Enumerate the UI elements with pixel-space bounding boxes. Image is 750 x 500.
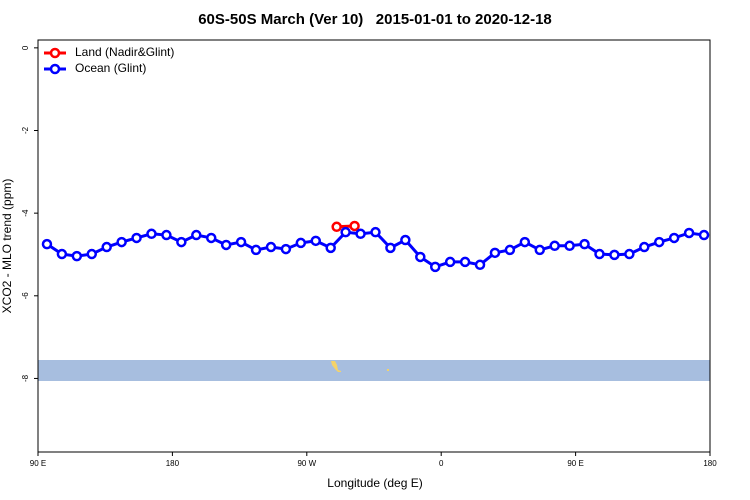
- x-tick-label: 90 W: [297, 459, 316, 468]
- y-axis-label: XCO2 - MLO trend (ppm): [0, 179, 14, 314]
- point: [519, 236, 531, 248]
- point: [71, 250, 83, 262]
- point: [444, 256, 456, 268]
- point: [534, 244, 546, 256]
- point: [504, 244, 516, 256]
- point: [280, 243, 292, 255]
- point: [549, 240, 560, 252]
- y-tick-label: -4: [21, 209, 30, 217]
- point: [639, 241, 650, 253]
- x-tick-label: 180: [703, 459, 717, 468]
- x-tick-label: 180: [166, 459, 180, 468]
- point: [265, 241, 277, 253]
- y-tick-label: -2: [21, 126, 30, 134]
- point: [310, 235, 322, 247]
- plot-frame: [37, 39, 711, 453]
- legend-label: Ocean (Glint): [75, 61, 146, 75]
- y-tick-label: -6: [21, 292, 30, 300]
- point: [624, 248, 635, 260]
- point: [86, 248, 98, 260]
- point: [349, 220, 360, 232]
- point: [176, 236, 187, 248]
- point: [235, 236, 247, 248]
- point: [564, 240, 575, 252]
- map-strip: [38, 360, 710, 381]
- point: [325, 242, 336, 254]
- point: [191, 229, 202, 241]
- point: [579, 238, 590, 250]
- point: [101, 241, 112, 253]
- point: [131, 232, 142, 244]
- point: [355, 228, 366, 240]
- point: [489, 247, 501, 259]
- x-tick-label: 90 E: [30, 459, 46, 468]
- legend-label: Land (Nadir&Glint): [75, 45, 174, 59]
- point: [385, 242, 396, 254]
- point: [205, 232, 217, 244]
- point: [41, 238, 53, 250]
- point: [295, 237, 307, 249]
- point: [340, 226, 351, 238]
- point: [594, 248, 605, 260]
- point: [116, 236, 127, 248]
- point: [400, 234, 411, 246]
- point: [609, 249, 620, 261]
- point: [429, 261, 441, 273]
- point: [220, 239, 232, 251]
- chart-title: 60S-50S March (Ver 10) 2015-01-01 to 202…: [198, 11, 552, 28]
- land-patch: [331, 361, 341, 372]
- legend-marker: [49, 47, 61, 59]
- point: [668, 232, 680, 244]
- point: [331, 221, 342, 233]
- x-tick-label: 0: [439, 459, 444, 468]
- land-patch: [387, 369, 389, 371]
- point: [56, 248, 68, 260]
- point: [698, 229, 710, 241]
- point: [653, 236, 665, 248]
- point: [370, 226, 381, 238]
- legend-marker: [49, 63, 61, 75]
- point: [683, 227, 695, 239]
- point: [161, 229, 172, 241]
- point: [474, 259, 486, 271]
- x-tick-label: 90 E: [567, 459, 583, 468]
- y-tick-label: -8: [21, 374, 30, 382]
- point: [459, 256, 471, 268]
- point: [146, 228, 157, 240]
- x-axis-label: Longitude (deg E): [327, 476, 422, 490]
- y-tick-label: 0: [21, 45, 30, 50]
- point: [415, 251, 426, 263]
- point: [250, 244, 262, 256]
